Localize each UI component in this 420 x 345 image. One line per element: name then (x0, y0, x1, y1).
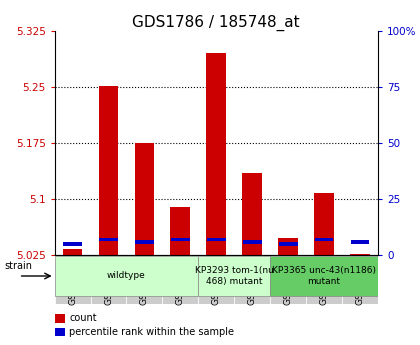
Text: KP3365 unc-43(n1186)
mutant: KP3365 unc-43(n1186) mutant (272, 266, 376, 286)
Bar (278, 238, 298, 255)
Title: GDS1786 / 185748_at: GDS1786 / 185748_at (132, 15, 300, 31)
Bar (99, 238, 118, 242)
Bar (342, 258, 378, 304)
Bar (315, 238, 333, 242)
Bar (91, 258, 126, 304)
Bar (234, 258, 270, 304)
Bar (206, 53, 226, 255)
Bar (198, 258, 234, 304)
Text: GSM40308: GSM40308 (68, 256, 77, 305)
Bar (126, 258, 163, 304)
Text: wildtype: wildtype (107, 272, 146, 280)
Bar (351, 240, 370, 244)
Bar (134, 143, 154, 255)
Bar (63, 242, 82, 246)
Text: GSM40309: GSM40309 (104, 256, 113, 305)
Bar (314, 193, 334, 255)
Bar (198, 256, 270, 296)
Bar (171, 238, 190, 242)
Bar (171, 207, 190, 255)
Text: GSM40310: GSM40310 (140, 256, 149, 305)
Bar (55, 258, 91, 304)
Text: strain: strain (4, 261, 32, 270)
Bar (270, 258, 306, 304)
Bar (306, 258, 342, 304)
Bar (163, 258, 198, 304)
Bar (99, 86, 118, 255)
Bar (243, 240, 262, 244)
Bar (63, 249, 82, 255)
Text: KP3293 tom-1(nu
468) mutant: KP3293 tom-1(nu 468) mutant (195, 266, 274, 286)
Text: GSM40312: GSM40312 (284, 256, 293, 305)
Bar (350, 254, 370, 255)
Bar (270, 256, 378, 296)
Text: GSM40311: GSM40311 (176, 256, 185, 305)
Text: percentile rank within the sample: percentile rank within the sample (69, 327, 234, 337)
Text: count: count (69, 314, 97, 323)
Text: GSM40306: GSM40306 (212, 256, 221, 305)
Bar (207, 238, 226, 242)
Text: GSM40314: GSM40314 (356, 256, 365, 305)
Text: GSM40307: GSM40307 (248, 256, 257, 305)
Text: GSM40313: GSM40313 (320, 256, 328, 305)
Bar (55, 256, 198, 296)
Bar (242, 173, 262, 255)
Bar (279, 242, 297, 246)
Bar (135, 240, 154, 244)
